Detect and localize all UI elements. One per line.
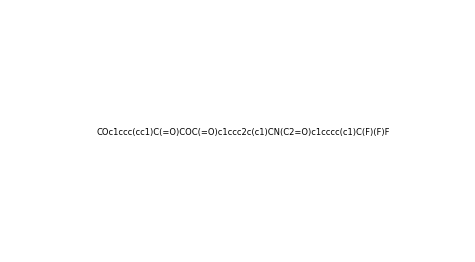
Text: COc1ccc(cc1)C(=O)COC(=O)c1ccc2c(c1)CN(C2=O)c1cccc(c1)C(F)(F)F: COc1ccc(cc1)C(=O)COC(=O)c1ccc2c(c1)CN(C2… bbox=[97, 128, 390, 137]
